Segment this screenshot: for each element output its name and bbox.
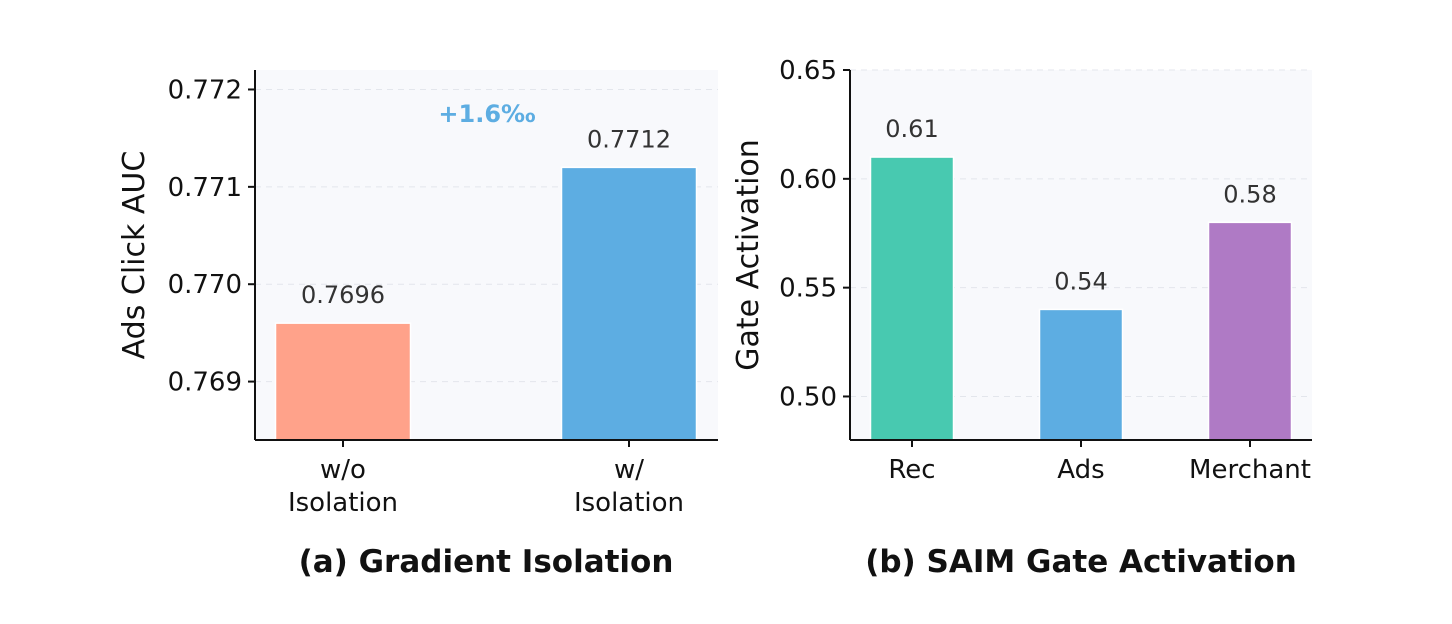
y-tick-label: 0.769 [168, 368, 242, 398]
panel-title: (a) Gradient Isolation [299, 544, 674, 580]
y-tick-label: 0.50 [779, 382, 837, 412]
bar-1 [560, 166, 698, 441]
x-tick-label: Rec [888, 455, 935, 485]
y-axis-label: Ads Click AUC [117, 151, 152, 360]
improvement-annotation: +1.6‰ [438, 100, 536, 128]
value-label: 0.61 [885, 115, 938, 143]
x-tick-label: Merchant [1189, 455, 1311, 485]
y-tick-label: 0.55 [779, 274, 837, 304]
y-tick-label: 0.60 [779, 165, 837, 195]
x-tick-label: Isolation [574, 488, 684, 518]
y-tick-label: 0.772 [168, 75, 242, 105]
y-tick-label: 0.770 [168, 270, 242, 300]
bar-0 [869, 156, 955, 441]
x-tick-label: w/o [320, 455, 366, 485]
y-tick-label: 0.771 [168, 173, 242, 203]
value-label: 0.7712 [587, 125, 671, 153]
y-axis-label: Gate Activation [731, 139, 766, 371]
value-label: 0.7696 [301, 281, 385, 309]
x-tick-label: Ads [1057, 455, 1104, 485]
panel-saim-gate-activation: 0.50 0.55 0.60 0.65 0.61 Rec 0.54 Ads 0.58 Mercha… [731, 56, 1312, 580]
value-label: 0.58 [1223, 180, 1276, 208]
bar-1 [1038, 308, 1124, 441]
value-label: 0.54 [1054, 267, 1107, 295]
x-tick-label: w/ [614, 455, 644, 485]
x-tick-label: Isolation [288, 488, 398, 518]
y-tick-label: 0.65 [779, 56, 837, 86]
panel-title: (b) SAIM Gate Activation [865, 544, 1297, 580]
bar-2 [1207, 221, 1293, 441]
bar-0 [274, 322, 412, 441]
panel-gradient-isolation: 0.7690.7700.7710.7720.7696w/oIsolation0.… [117, 70, 718, 580]
